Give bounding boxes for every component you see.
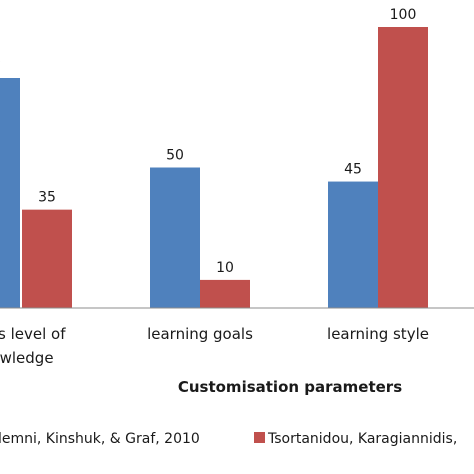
x-tick-label: er's level of	[0, 325, 66, 343]
bar-series1	[0, 78, 20, 308]
x-tick-label: owledge	[0, 349, 54, 367]
legend: lemni, Kinshuk, & Graf, 2010 Tsortanidou,…	[0, 431, 457, 447]
data-label: 10	[216, 260, 234, 276]
data-label: 100	[390, 7, 417, 23]
x-tick-label: learning style	[327, 325, 429, 343]
legend-label: Tsortanidou, Karagiannidis,	[267, 431, 457, 447]
legend-label: lemni, Kinshuk, & Graf, 2010	[0, 431, 200, 447]
plot-area: 2 35 50 10 45 100	[0, 7, 428, 308]
data-label: 45	[344, 162, 362, 178]
legend-swatch	[254, 432, 265, 443]
data-label: 35	[38, 190, 56, 206]
data-label: 2	[0, 50, 1, 66]
bar-series2	[200, 279, 250, 308]
bar-series2	[378, 27, 428, 308]
x-tick-label: learning goals	[147, 325, 253, 343]
x-axis-title: Customisation parameters	[178, 378, 402, 396]
x-tick-labels: er's level of owledge learning goals learni…	[0, 325, 429, 367]
bar-series2	[22, 209, 72, 308]
data-label: 50	[166, 148, 184, 164]
bar-series1	[150, 167, 200, 308]
bar-series1	[328, 181, 378, 308]
